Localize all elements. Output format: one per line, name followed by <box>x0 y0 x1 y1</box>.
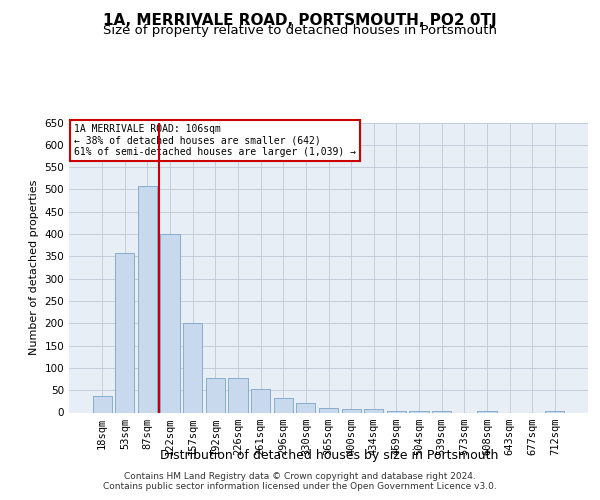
Bar <box>183 324 202 412</box>
Text: Contains HM Land Registry data © Crown copyright and database right 2024.: Contains HM Land Registry data © Crown c… <box>124 472 476 481</box>
Bar <box>432 410 451 412</box>
Bar <box>115 253 134 412</box>
Text: 1A MERRIVALE ROAD: 106sqm
← 38% of detached houses are smaller (642)
61% of semi: 1A MERRIVALE ROAD: 106sqm ← 38% of detac… <box>74 124 356 157</box>
Bar <box>319 408 338 412</box>
Bar <box>477 410 497 412</box>
Text: Contains public sector information licensed under the Open Government Licence v3: Contains public sector information licen… <box>103 482 497 491</box>
Bar <box>138 186 157 412</box>
Bar <box>92 396 112 412</box>
Bar <box>545 410 565 412</box>
Bar <box>160 234 180 412</box>
Bar <box>229 378 248 412</box>
Text: Distribution of detached houses by size in Portsmouth: Distribution of detached houses by size … <box>160 448 498 462</box>
Bar <box>409 410 428 412</box>
Bar <box>296 402 316 412</box>
Y-axis label: Number of detached properties: Number of detached properties <box>29 180 39 355</box>
Text: Size of property relative to detached houses in Portsmouth: Size of property relative to detached ho… <box>103 24 497 37</box>
Bar <box>341 409 361 412</box>
Bar <box>251 390 270 412</box>
Bar <box>274 398 293 412</box>
Bar <box>364 409 383 412</box>
Bar <box>206 378 225 412</box>
Text: 1A, MERRIVALE ROAD, PORTSMOUTH, PO2 0TJ: 1A, MERRIVALE ROAD, PORTSMOUTH, PO2 0TJ <box>103 12 497 28</box>
Bar <box>387 410 406 412</box>
